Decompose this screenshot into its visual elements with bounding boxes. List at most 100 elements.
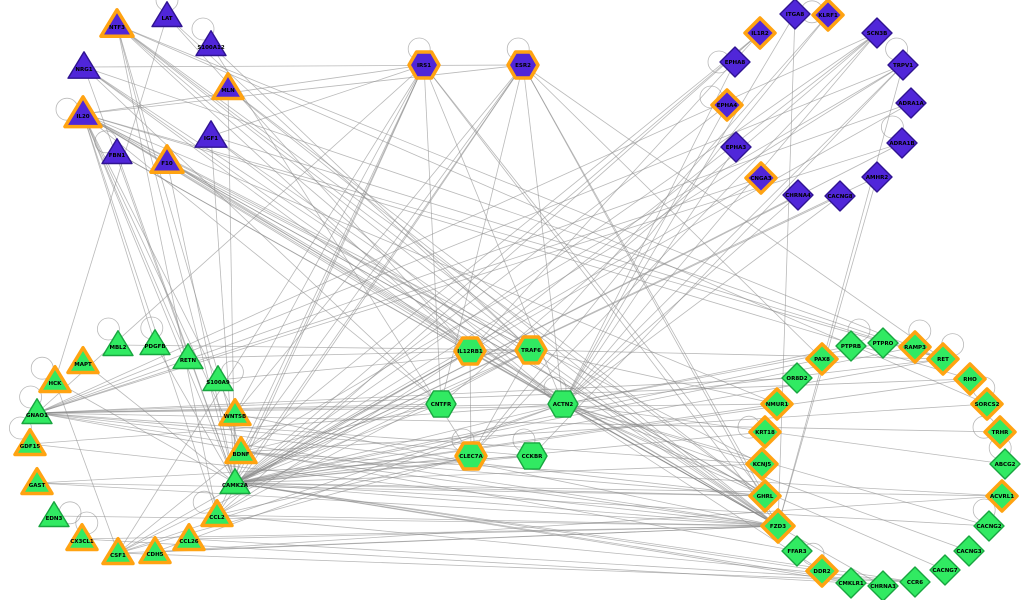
edge-IRS1-CCL2[interactable] bbox=[216, 64, 425, 516]
edge-CLEC7A-CCL2[interactable] bbox=[216, 455, 472, 516]
node-CACNG7[interactable]: CACNG7 bbox=[929, 554, 961, 586]
edge-GHRL-GAST[interactable] bbox=[36, 482, 766, 497]
edge-IL20-CAMK2A[interactable] bbox=[82, 113, 236, 484]
node-KCNJ5[interactable]: KCNJ5 bbox=[745, 447, 779, 481]
node-RET[interactable]: RET bbox=[926, 342, 960, 376]
node-CDH5[interactable]: CDH5 bbox=[138, 536, 172, 565]
node-OR8D2[interactable]: OR8D2 bbox=[781, 362, 813, 394]
node-ACVRL1[interactable]: ACVRL1 bbox=[985, 479, 1019, 513]
edge-KLRF1-CLEC7A[interactable] bbox=[470, 14, 829, 457]
node-IL12RB1[interactable]: IL12RB1 bbox=[453, 336, 487, 366]
edge-FZD3-CCL2[interactable] bbox=[216, 514, 779, 527]
node-CX3CL1[interactable]: CX3CL1 bbox=[65, 523, 99, 552]
node-PTPRO[interactable]: PTPRO bbox=[867, 327, 899, 359]
node-CHRNA4[interactable]: CHRNA4 bbox=[782, 179, 814, 211]
edge-NMUR1-CAMK2A[interactable] bbox=[234, 403, 778, 484]
self-loop-GDF15[interactable] bbox=[8, 416, 32, 440]
node-GHRL[interactable]: GHRL bbox=[748, 479, 782, 513]
node-RHO[interactable]: RHO bbox=[953, 362, 987, 396]
edge-NMUR1-TRAF6[interactable] bbox=[530, 349, 778, 405]
edge-ACVRL1-CAMK2A[interactable] bbox=[234, 482, 1003, 497]
edge-RHO-GNAO1[interactable] bbox=[36, 378, 971, 414]
edge-FZD3-GDF15[interactable] bbox=[29, 443, 779, 527]
node-MLN[interactable]: MLN bbox=[211, 72, 245, 101]
node-GAST[interactable]: GAST bbox=[20, 467, 54, 496]
edge-SCN3B-IL12RB1[interactable] bbox=[469, 32, 878, 352]
edge-IRS1-GNAO1[interactable] bbox=[36, 64, 425, 414]
edge-TRPV1-ACTN2[interactable] bbox=[562, 64, 904, 405]
node-ITGA8[interactable]: ITGA8 bbox=[779, 0, 811, 30]
edge-NRG1-IL12RB1[interactable] bbox=[83, 66, 471, 352]
edge-EPHA4-CAMK2A[interactable] bbox=[234, 104, 728, 484]
edge-ACVRL1-BDNF[interactable] bbox=[240, 451, 1003, 497]
node-EPHA4[interactable]: EPHA4 bbox=[710, 88, 744, 122]
edge-CLEC7A-CAMK2A[interactable] bbox=[234, 455, 472, 484]
edge-ESR2-CAMK2A[interactable] bbox=[234, 64, 524, 484]
node-TRHR[interactable]: TRHR bbox=[983, 415, 1017, 449]
edge-IL20-ESR2[interactable] bbox=[82, 64, 524, 115]
node-CNGA3[interactable]: CNGA3 bbox=[744, 161, 778, 195]
edge-PAX8-CAMK2A[interactable] bbox=[234, 358, 823, 484]
edge-IL20-IL12RB1[interactable] bbox=[82, 113, 471, 352]
edge-ITGA8-ACTN2[interactable] bbox=[562, 13, 796, 405]
edge-HCK-CSF1[interactable] bbox=[54, 380, 119, 554]
edge-CDH5-ACVRL1[interactable] bbox=[154, 495, 1003, 553]
node-DDR2[interactable]: DDR2 bbox=[805, 554, 839, 588]
edge-TRAF6-CAMK2A[interactable] bbox=[234, 349, 532, 484]
edge-CMKLR1-CX3CL1[interactable] bbox=[81, 538, 852, 584]
node-KLRF1[interactable]: KLRF1 bbox=[811, 0, 845, 32]
edge-F10-GHRL[interactable] bbox=[166, 160, 766, 497]
edge-IRS1-CAMK2A[interactable] bbox=[234, 64, 425, 484]
node-RAMP3[interactable]: RAMP3 bbox=[898, 330, 932, 364]
edge-NTF3-RET[interactable] bbox=[116, 24, 944, 360]
edge-MLN-FZD3[interactable] bbox=[227, 87, 779, 527]
node-PDGFB[interactable]: PDGFB bbox=[139, 329, 171, 356]
edge-ITGA8-FZD3[interactable] bbox=[777, 13, 796, 527]
node-ABCG2[interactable]: ABCG2 bbox=[989, 448, 1021, 480]
edge-NTF3-IL12RB1[interactable] bbox=[116, 24, 471, 352]
node-S100A9[interactable]: S100A9 bbox=[202, 365, 234, 392]
edge-RET-ACTN2[interactable] bbox=[562, 358, 944, 405]
edge-IL20-CNTFR[interactable] bbox=[82, 113, 442, 405]
node-CNTFR[interactable]: CNTFR bbox=[425, 390, 457, 418]
edge-CACNG2-CAMK2A[interactable] bbox=[234, 482, 990, 527]
edge-TRAF6-CLEC7A[interactable] bbox=[470, 349, 532, 457]
edge-NRG1-RET[interactable] bbox=[83, 66, 944, 360]
edge-ACTN2-GNAO1[interactable] bbox=[36, 403, 564, 414]
self-loop-MBL2[interactable] bbox=[97, 317, 120, 341]
edge-S100A12-TRAF6[interactable] bbox=[210, 44, 532, 351]
edge-IL12RB1-CLEC7A[interactable] bbox=[469, 350, 472, 457]
edge-PTPRO-ACTN2[interactable] bbox=[562, 342, 884, 405]
edge-EPHA8-ACTN2[interactable] bbox=[562, 61, 736, 405]
edge-IGF1-FZD3[interactable] bbox=[210, 135, 779, 527]
edge-IL12RB1-CSF1[interactable] bbox=[117, 350, 471, 554]
edge-ESR2-RET[interactable] bbox=[522, 64, 944, 360]
edge-TRAF6-CSF1[interactable] bbox=[117, 349, 532, 554]
node-ESR2[interactable]: ESR2 bbox=[506, 50, 540, 80]
edge-NTF3-TRAF6[interactable] bbox=[116, 24, 532, 351]
edge-ESR2-FZD3[interactable] bbox=[522, 64, 779, 527]
edge-FZD3-TRAF6[interactable] bbox=[530, 349, 779, 527]
node-IGF1[interactable]: IGF1 bbox=[194, 120, 228, 148]
edge-KLRF1-TRAF6[interactable] bbox=[530, 14, 829, 351]
edge-ABCG2-ACTN2[interactable] bbox=[562, 403, 1006, 465]
edge-MLN-GHRL[interactable] bbox=[227, 87, 766, 497]
edge-CACNG7-ACTN2[interactable] bbox=[562, 403, 946, 571]
edge-CLEC7A-CSF1[interactable] bbox=[117, 455, 472, 554]
edge-CNGA3-GNAO1[interactable] bbox=[36, 177, 762, 414]
node-NTF3[interactable]: NTF3 bbox=[99, 8, 135, 38]
edge-IL20-RHO[interactable] bbox=[82, 113, 971, 380]
edge-EPHA4-ACTN2[interactable] bbox=[562, 104, 728, 405]
edge-SCN3B-GNAO1[interactable] bbox=[36, 32, 878, 414]
edge-LAT-HCK[interactable] bbox=[54, 15, 168, 382]
edge-ESR2-PAX8[interactable] bbox=[522, 64, 823, 360]
edge-CCKBR-GAST[interactable] bbox=[36, 455, 533, 484]
node-MAPT[interactable]: MAPT bbox=[66, 346, 100, 375]
node-CCR6[interactable]: CCR6 bbox=[899, 566, 931, 598]
node-CHRNA3[interactable]: CHRNA3 bbox=[867, 570, 899, 600]
edge-CCR6-CCL2[interactable] bbox=[216, 514, 916, 583]
edge-SCN3B-CLEC7A[interactable] bbox=[470, 32, 878, 457]
edge-CSF1-CCR6[interactable] bbox=[117, 552, 916, 583]
node-EDN3[interactable]: EDN3 bbox=[38, 501, 70, 528]
